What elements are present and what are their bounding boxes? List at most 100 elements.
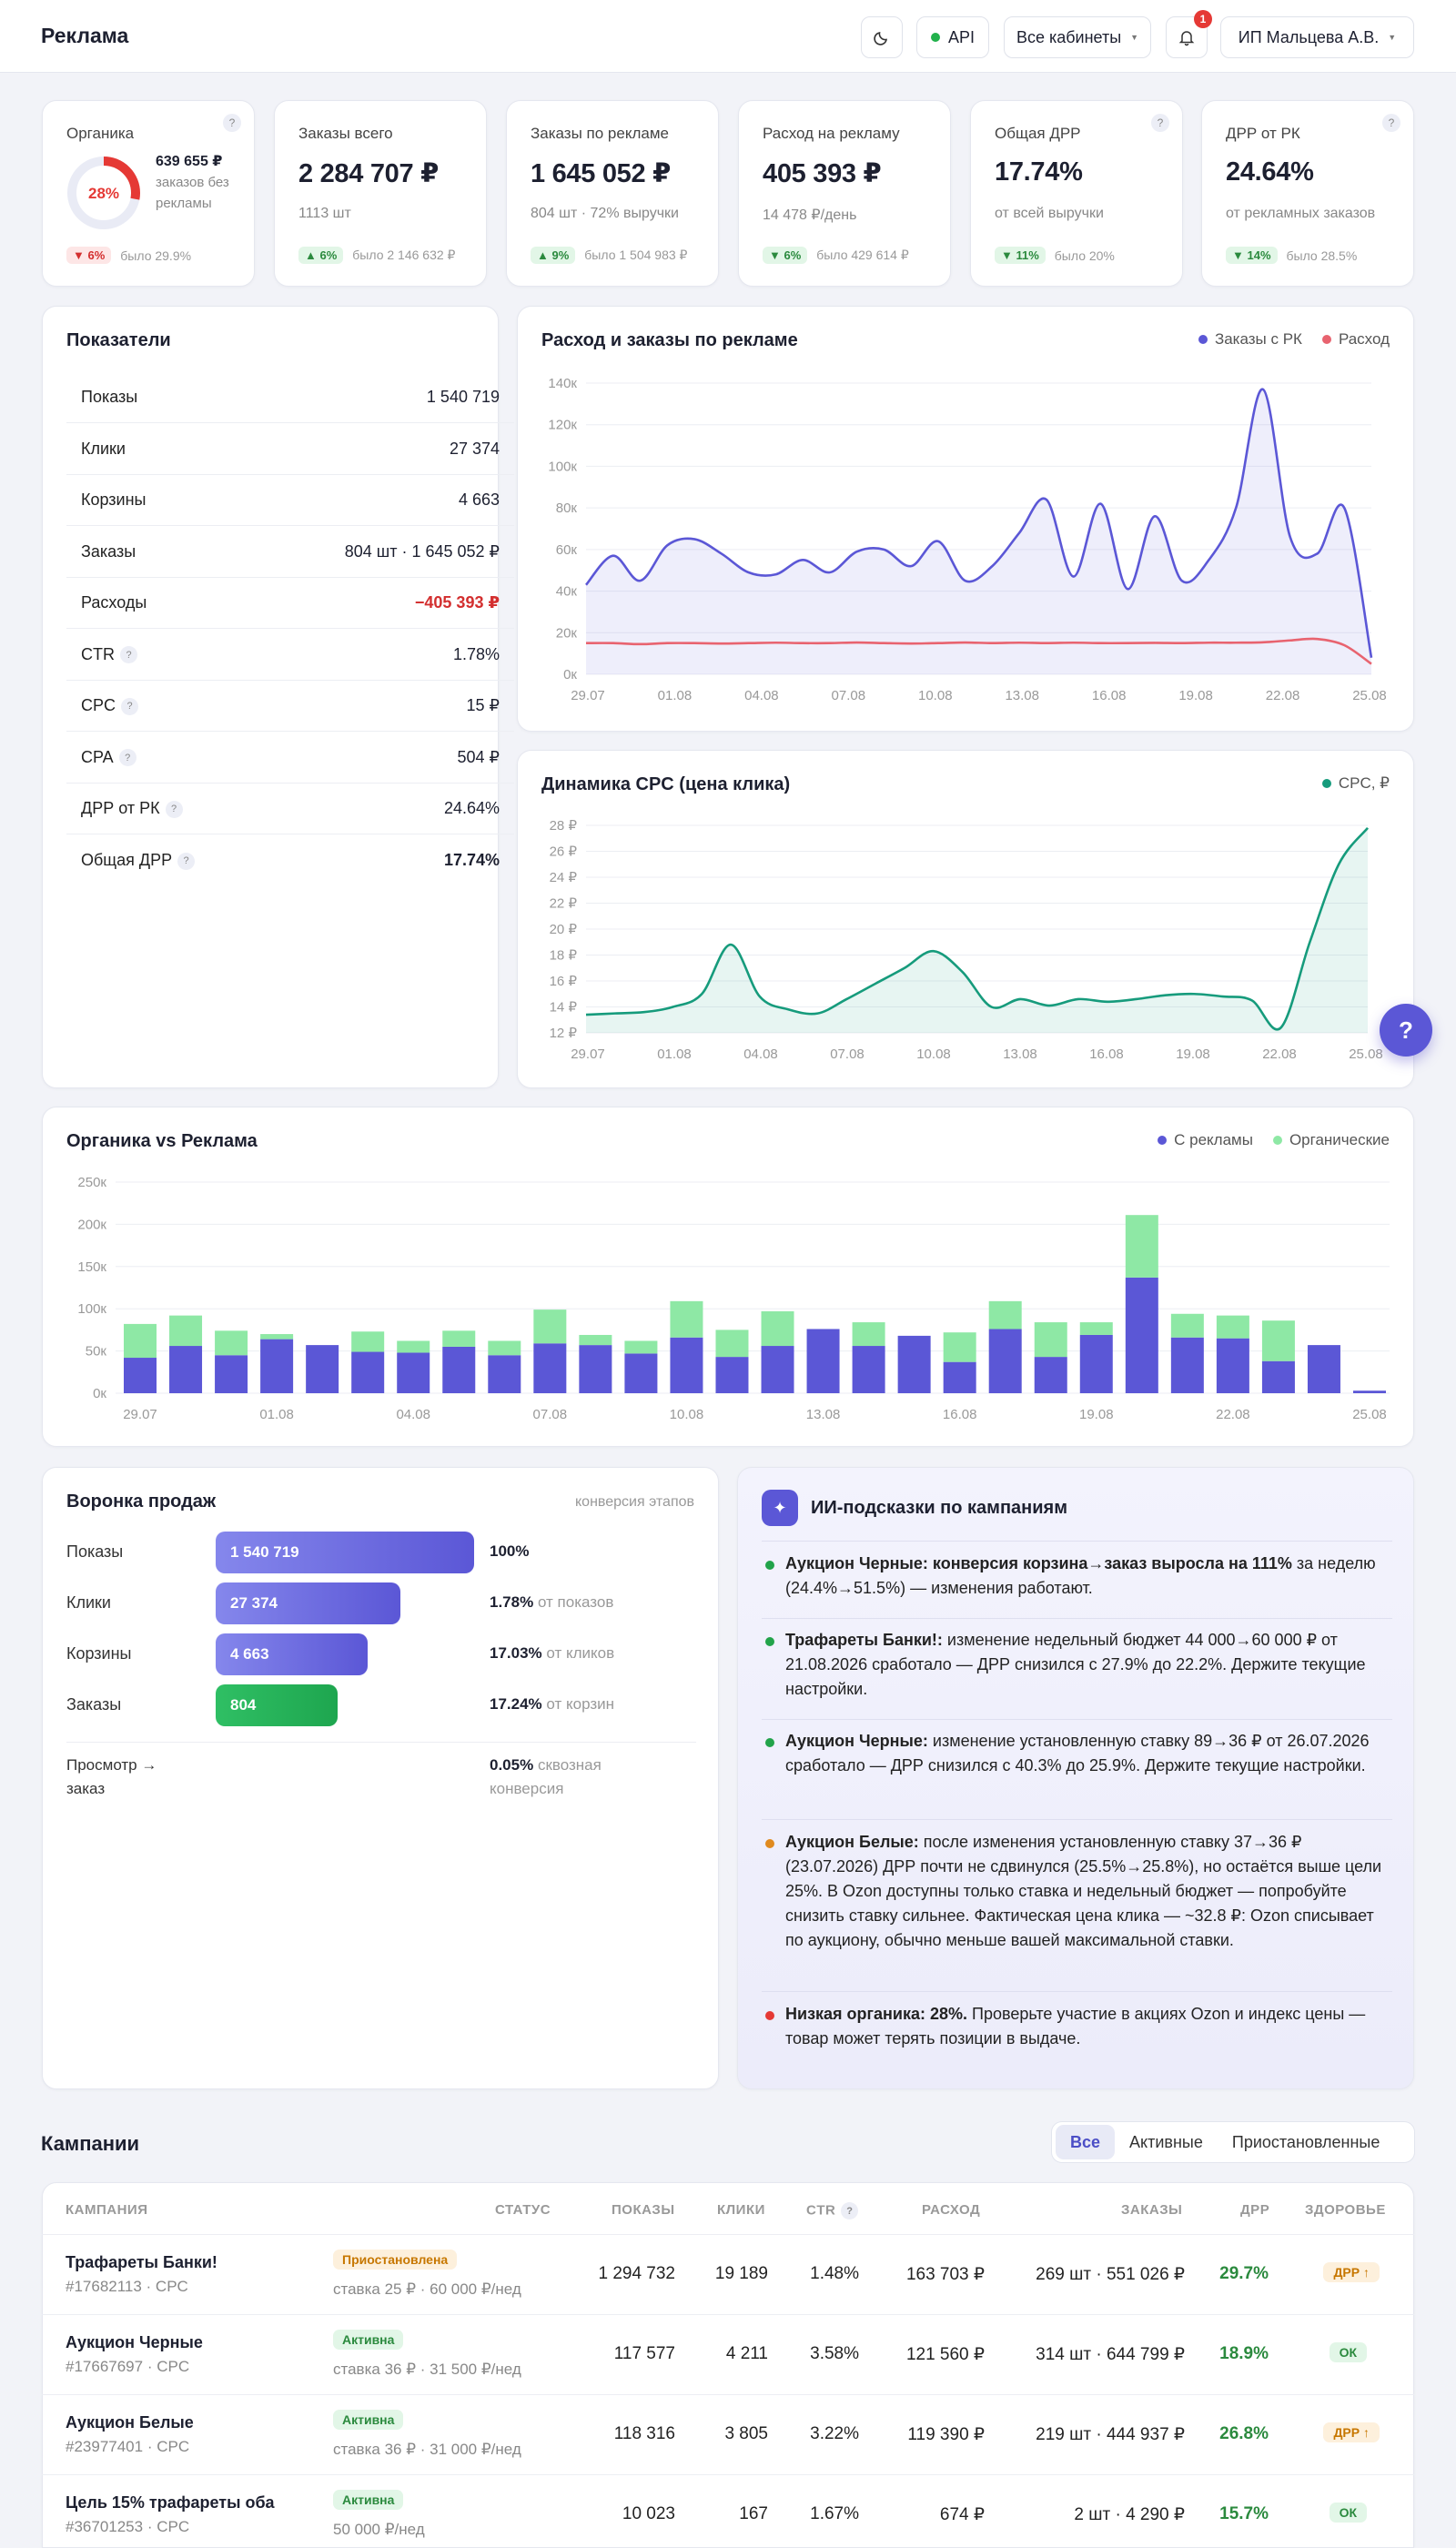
col-header-orders[interactable]: ЗАКАЗЫ: [1121, 2202, 1183, 2218]
organic-orders-caption: заказов без рекламы: [156, 175, 229, 211]
campaign-name[interactable]: Трафареты Банки!: [66, 2253, 217, 2271]
legend-item-spend[interactable]: Расход: [1321, 330, 1390, 349]
col-header-health[interactable]: ЗДОРОВЬЕ: [1305, 2202, 1386, 2218]
theme-toggle-button[interactable]: [861, 16, 903, 58]
bar-organic: [624, 1340, 658, 1354]
legend-item-organic[interactable]: Органические: [1272, 1131, 1390, 1149]
user-menu-button[interactable]: ИП Мальцева А.В. ▼: [1220, 16, 1414, 58]
cell-shows: 118 316: [613, 2424, 675, 2443]
help-icon[interactable]: ?: [118, 749, 136, 767]
x-tick-label: 16.08: [1092, 688, 1127, 703]
table-row[interactable]: Цель 15% трафареты оба #36701253 · CPC Акт…: [42, 2474, 1414, 2548]
bell-icon: [1178, 31, 1195, 46]
x-tick-label: 29.07: [123, 1407, 157, 1422]
api-status-button[interactable]: API: [916, 16, 989, 58]
bar-organic: [260, 1334, 294, 1340]
x-tick-label: 19.08: [1079, 1407, 1114, 1422]
metric-label-wrap: Корзины: [81, 490, 147, 510]
bar-ads: [351, 1351, 385, 1393]
col-header-status[interactable]: СТАТУС: [495, 2202, 551, 2218]
spend-orders-chart: 0к 20к 40к 60к 80к 100к 120к 140к 29.07 01.08 04.0…: [548, 376, 1387, 703]
y-tick-label: 26 ₽: [550, 844, 578, 860]
bar-organic: [579, 1334, 612, 1346]
col-header-campaign[interactable]: КАМПАНИЯ: [66, 2202, 148, 2218]
col-header-drr[interactable]: ДРР: [1240, 2202, 1270, 2218]
status-badge: Активна: [333, 2410, 404, 2430]
trend-badge: ▼ 6%: [763, 247, 808, 264]
help-icon[interactable]: ?: [120, 646, 137, 664]
col-header-ctr[interactable]: CTR?: [806, 2202, 859, 2219]
metric-label-wrap: Расходы: [81, 593, 147, 612]
ai-hints-card: ✦ ИИ-подсказки по кампаниям Аукцион Черн…: [737, 1467, 1414, 2089]
legend-item-orders[interactable]: Заказы с РК: [1198, 330, 1302, 349]
metric-value: 24.64%: [443, 799, 500, 817]
metric-label-wrap: ДРР от РК?: [81, 799, 183, 818]
notifications-button[interactable]: 1: [1166, 10, 1212, 58]
help-icon[interactable]: ?: [841, 2202, 859, 2219]
metric-row: CPC? 15 ₽: [66, 681, 514, 732]
table-row[interactable]: Аукцион Черные #17667697 · CPC Активна став…: [42, 2314, 1414, 2394]
kpi-label: Заказы всего: [298, 125, 393, 142]
campaign-id: #23977401 · CPC: [66, 2438, 190, 2455]
help-icon[interactable]: ?: [177, 852, 196, 870]
y-tick-label: 18 ₽: [550, 948, 578, 964]
bar-ads: [169, 1346, 203, 1393]
x-tick-label: 25.08: [1349, 1046, 1383, 1062]
campaign-name[interactable]: Цель 15% трафареты оба: [66, 2493, 275, 2512]
help-icon[interactable]: ?: [1151, 114, 1169, 132]
bar-ads: [488, 1355, 521, 1393]
funnel-bar-orders: 804: [216, 1684, 338, 1726]
cell-spend: 163 703 ₽: [905, 2265, 985, 2284]
table-row[interactable]: Трафареты Банки! #17682113 · CPC Приостано…: [42, 2234, 1414, 2314]
kpi-sub: от всей выручки: [995, 206, 1104, 221]
legend-item-ads[interactable]: С рекламы: [1158, 1131, 1253, 1149]
metric-row: Заказы 804 шт · 1 645 052 ₽: [66, 527, 514, 578]
y-tick-label: 120к: [548, 418, 577, 433]
chart-legend: Заказы с РК Расход: [1198, 330, 1390, 349]
help-icon[interactable]: ?: [223, 114, 241, 132]
cabinet-select[interactable]: Все кабинеты ▼: [1004, 16, 1151, 58]
col-header-shows[interactable]: ПОКАЗЫ: [612, 2202, 675, 2218]
help-icon[interactable]: ?: [121, 697, 139, 715]
health-badge: ДРР ↑: [1323, 2422, 1380, 2442]
chart-title: Органика vs Реклама: [66, 1131, 258, 1151]
tab-paused[interactable]: Приостановленные: [1231, 2132, 1380, 2151]
x-tick-label: 07.08: [533, 1407, 568, 1422]
legend-item-cpc[interactable]: CPC, ₽: [1321, 774, 1390, 793]
cell-shows: 10 023: [622, 2504, 675, 2523]
col-header-clicks[interactable]: КЛИКИ: [717, 2202, 765, 2218]
campaign-name[interactable]: Аукцион Черные: [66, 2333, 203, 2351]
cell-clicks: 167: [739, 2504, 768, 2523]
cell-clicks: 3 805: [724, 2424, 768, 2443]
trend-badge: ▲ 6%: [298, 247, 344, 264]
kpi-campaign-drr-card: ДРР от РК ? 24.64% от рекламных заказов …: [1201, 100, 1414, 287]
tab-active[interactable]: Активные: [1129, 2132, 1203, 2151]
metric-label: ДРР от РК: [81, 799, 160, 817]
x-tick-label: 13.08: [806, 1407, 841, 1422]
divider: [762, 1819, 1392, 1820]
bar-ads: [1170, 1337, 1204, 1393]
cell-orders: 269 шт · 551 026 ₽: [1036, 2265, 1185, 2284]
help-icon[interactable]: ?: [165, 800, 183, 818]
tab-all[interactable]: Все: [1056, 2125, 1116, 2159]
status-badge: Приостановлена: [333, 2250, 458, 2270]
bar-organic: [488, 1340, 521, 1356]
campaign-name[interactable]: Аукцион Белые: [66, 2413, 194, 2432]
help-icon[interactable]: ?: [1382, 114, 1400, 132]
metric-label-wrap: CPC?: [81, 696, 139, 715]
funnel-stage-rate: 1.78% от показов: [490, 1593, 614, 1611]
funnel-stage-rate: 100%: [490, 1542, 530, 1560]
y-tick-label: 100к: [77, 1301, 106, 1317]
bar-ads: [260, 1339, 294, 1393]
x-tick-label: 10.08: [670, 1407, 704, 1422]
status-dot: [765, 1561, 774, 1570]
bar-ads: [397, 1352, 430, 1393]
kpi-trend: ▼ 6% было 29.9%: [66, 247, 191, 264]
bar-organic: [1216, 1315, 1249, 1339]
col-header-spend[interactable]: РАСХОД: [922, 2202, 981, 2218]
help-fab-button[interactable]: ?: [1380, 1004, 1432, 1057]
y-tick-label: 250к: [77, 1175, 106, 1190]
x-tick-label: 25.08: [1352, 688, 1387, 703]
table-row[interactable]: Аукцион Белые #23977401 · CPC Активна ставк…: [42, 2394, 1414, 2474]
campaign-bid: ставка 36 ₽ · 31 500 ₽/нед: [333, 2361, 521, 2378]
